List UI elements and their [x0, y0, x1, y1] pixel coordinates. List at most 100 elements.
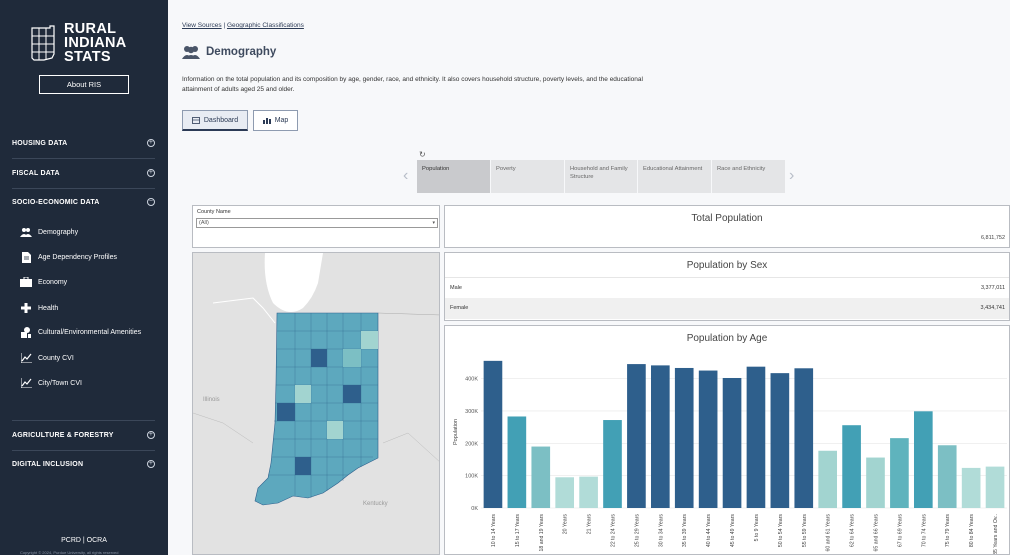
x-tick-label: 5 to 9 Years: [754, 514, 760, 542]
line-chart-icon: [20, 352, 32, 364]
x-tick-label: 55 to 59 Years: [802, 514, 808, 548]
bar: [531, 446, 551, 508]
expand-icon: +: [147, 139, 155, 147]
county-filter-panel: County Name (All) ▾: [192, 205, 440, 248]
bar: [794, 368, 814, 508]
population-by-sex-panel: Population by Sex Male 3,377,011 Female …: [444, 252, 1010, 321]
footer-links[interactable]: PCRD | OCRA: [61, 537, 107, 544]
county-filter-label: County Name: [197, 209, 231, 215]
geographic-classifications-link[interactable]: Geographic Classifications: [226, 22, 304, 29]
bar: [842, 425, 861, 508]
bar: [698, 370, 718, 508]
copyright-text: Copyright © 2024, Purdue University, all…: [20, 550, 119, 555]
x-tick-label: 85 Years and Ov..: [993, 514, 999, 554]
divider: [12, 450, 155, 451]
nav-section-agriculture[interactable]: AGRICULTURE & FORESTRY +: [12, 431, 155, 439]
carousel-tab-education[interactable]: Educational Attainment: [638, 160, 711, 193]
bar-chart-icon: [262, 118, 271, 124]
sidebar-item-demography[interactable]: Demography: [20, 226, 160, 238]
tab-map[interactable]: Map: [253, 110, 298, 131]
chart-title: Population by Age: [686, 333, 768, 344]
map-label: Illinois: [203, 397, 220, 403]
total-population-value: 6,811,752: [980, 235, 1005, 241]
population-by-age-panel: Population by Age 0K 100K 200K 300K 400K Popu…: [444, 325, 1010, 555]
amenities-icon: [20, 326, 32, 338]
briefcase-icon: [20, 276, 32, 288]
carousel-tab-population[interactable]: Population: [417, 160, 490, 193]
population-by-sex-title: Population by Sex: [686, 260, 768, 271]
sidebar-item-health[interactable]: Health: [20, 302, 160, 314]
carousel-next-icon[interactable]: ›: [789, 167, 795, 184]
page-title: Demography: [182, 45, 276, 59]
bar: [746, 366, 766, 508]
page-description: Information on the total population and …: [182, 76, 643, 93]
bar: [579, 476, 598, 508]
bar: [770, 373, 790, 508]
y-tick-label: 300K: [465, 409, 478, 415]
y-axis-label: Population: [453, 419, 459, 445]
logo-text: RURAL INDIANA STATS: [64, 21, 127, 65]
map-label: Kentucky: [363, 501, 388, 507]
expand-icon: +: [147, 431, 155, 439]
expand-icon: +: [147, 460, 155, 468]
sidebar-item-city-town-cvi[interactable]: City/Town CVI: [20, 377, 160, 389]
bar: [818, 450, 838, 508]
sidebar-item-county-cvi[interactable]: County CVI: [20, 352, 160, 364]
divider: [12, 158, 155, 159]
x-tick-label: 45 to 49 Years: [730, 514, 736, 548]
bar: [985, 466, 1005, 508]
sidebar-item-amenities[interactable]: Cultural/Environmental Amenities: [20, 326, 160, 338]
bar: [866, 457, 885, 508]
divider: [12, 188, 155, 189]
nav-section-socio-economic[interactable]: SOCIO-ECONOMIC DATA −: [12, 198, 155, 206]
y-tick-label: 100K: [465, 474, 478, 480]
x-tick-label: 70 to 74 Years: [921, 514, 927, 548]
county-map[interactable]: Illinois Kentucky: [192, 252, 440, 555]
bar: [507, 416, 527, 508]
bar: [674, 367, 694, 508]
header-links: View Sources | Geographic Classification…: [182, 22, 304, 29]
tab-dashboard[interactable]: Dashboard: [182, 110, 248, 131]
sidebar-item-age-dependency[interactable]: Age Dependency Profiles: [20, 251, 160, 263]
county-select[interactable]: (All) ▾: [196, 218, 438, 228]
bar: [961, 467, 981, 508]
nav-section-digital-inclusion[interactable]: DIGITAL INCLUSION +: [12, 460, 155, 468]
x-tick-label: 35 to 39 Years: [682, 514, 688, 548]
x-tick-label: 80 to 84 Years: [969, 514, 975, 548]
x-tick-label: 30 to 34 Years: [658, 514, 664, 548]
x-tick-label: 65 and 66 Years: [874, 514, 880, 552]
carousel-tab-race[interactable]: Race and Ethnicity: [712, 160, 785, 193]
indiana-map: Illinois Kentucky: [193, 253, 439, 507]
x-tick-label: 25 to 29 Years: [634, 514, 640, 548]
about-button[interactable]: About RIS: [39, 75, 129, 94]
document-icon: [20, 251, 32, 263]
site-logo[interactable]: RURAL INDIANA STATS: [30, 22, 140, 66]
population-by-age-chart: 0K 100K 200K 300K 400K Population 10 to 14 Yea…: [453, 360, 1007, 554]
cross-icon: [20, 302, 32, 314]
bar: [603, 420, 622, 508]
bar: [937, 445, 957, 508]
x-tick-label: 18 and 19 Years: [539, 514, 545, 552]
view-sources-link[interactable]: View Sources: [182, 22, 222, 29]
carousel-prev-icon[interactable]: ‹: [403, 167, 409, 184]
x-tick-label: 62 to 64 Years: [850, 514, 856, 548]
nav-section-fiscal[interactable]: FISCAL DATA +: [12, 169, 155, 177]
x-tick-label: 20 Years: [563, 514, 569, 535]
sidebar-item-economy[interactable]: Economy: [20, 276, 160, 288]
collapse-icon: −: [147, 198, 155, 206]
table-icon: [191, 116, 200, 124]
sidebar: RURAL INDIANA STATS About RIS HOUSING DA…: [0, 0, 168, 555]
bar: [555, 477, 575, 508]
carousel-tab-poverty[interactable]: Poverty: [491, 160, 564, 193]
x-tick-label: 21 Years: [587, 514, 593, 535]
x-tick-label: 22 to 24 Years: [611, 514, 617, 548]
carousel-tab-household[interactable]: Household and Family Structure: [565, 160, 637, 193]
total-population-title: Total Population: [691, 213, 763, 224]
refresh-icon[interactable]: ↻: [419, 150, 426, 159]
x-tick-label: 50 to 54 Years: [778, 514, 784, 548]
chevron-down-icon: ▾: [432, 220, 435, 226]
total-population-panel: Total Population 6,811,752: [444, 205, 1010, 248]
table-row: Female 3,434,741: [445, 298, 1009, 319]
nav-section-housing[interactable]: HOUSING DATA +: [12, 139, 155, 147]
bar: [483, 360, 503, 508]
